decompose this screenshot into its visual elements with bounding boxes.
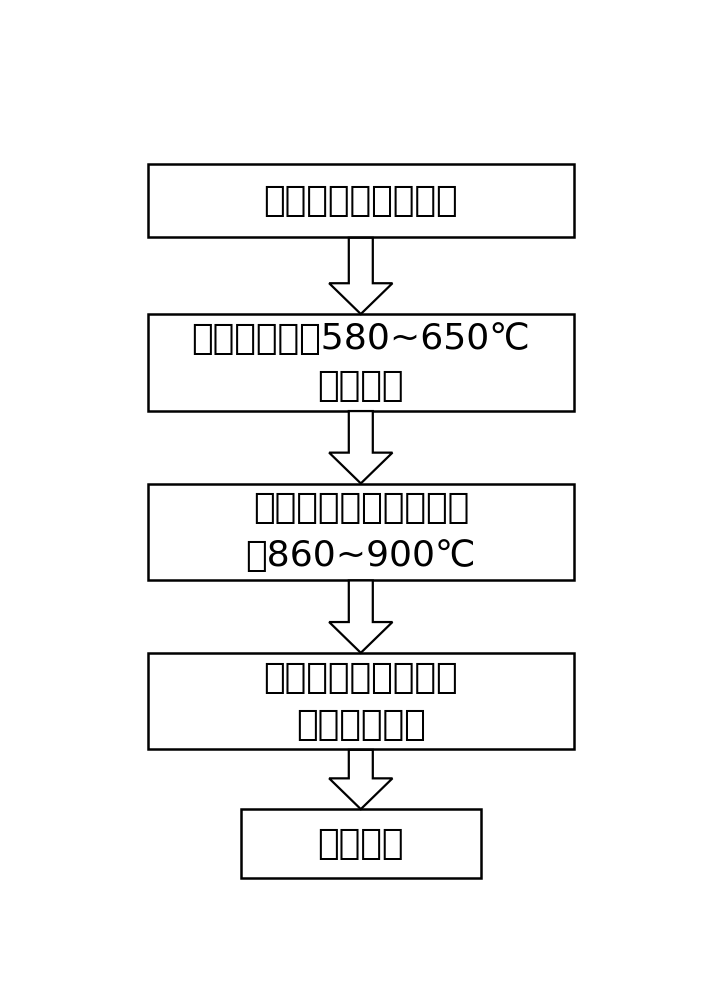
- Bar: [148, 653, 574, 749]
- Polygon shape: [329, 411, 392, 483]
- Polygon shape: [329, 580, 392, 653]
- Bar: [148, 164, 574, 237]
- Bar: [148, 314, 574, 411]
- Text: 加热炉中预热580~650℃
保温处理: 加热炉中预热580~650℃ 保温处理: [191, 322, 530, 403]
- Text: 反复水淬处理，然后
在油液中冷却: 反复水淬处理，然后 在油液中冷却: [263, 661, 458, 742]
- Text: 通过工装密封中心孔: 通过工装密封中心孔: [263, 184, 458, 218]
- Bar: [241, 809, 481, 878]
- Polygon shape: [329, 750, 392, 809]
- Text: 回火处理: 回火处理: [318, 827, 404, 861]
- Polygon shape: [329, 238, 392, 314]
- Text: 吊出后排气，继续加热
到860~900℃: 吊出后排气，继续加热 到860~900℃: [246, 491, 476, 573]
- Bar: [148, 484, 574, 580]
